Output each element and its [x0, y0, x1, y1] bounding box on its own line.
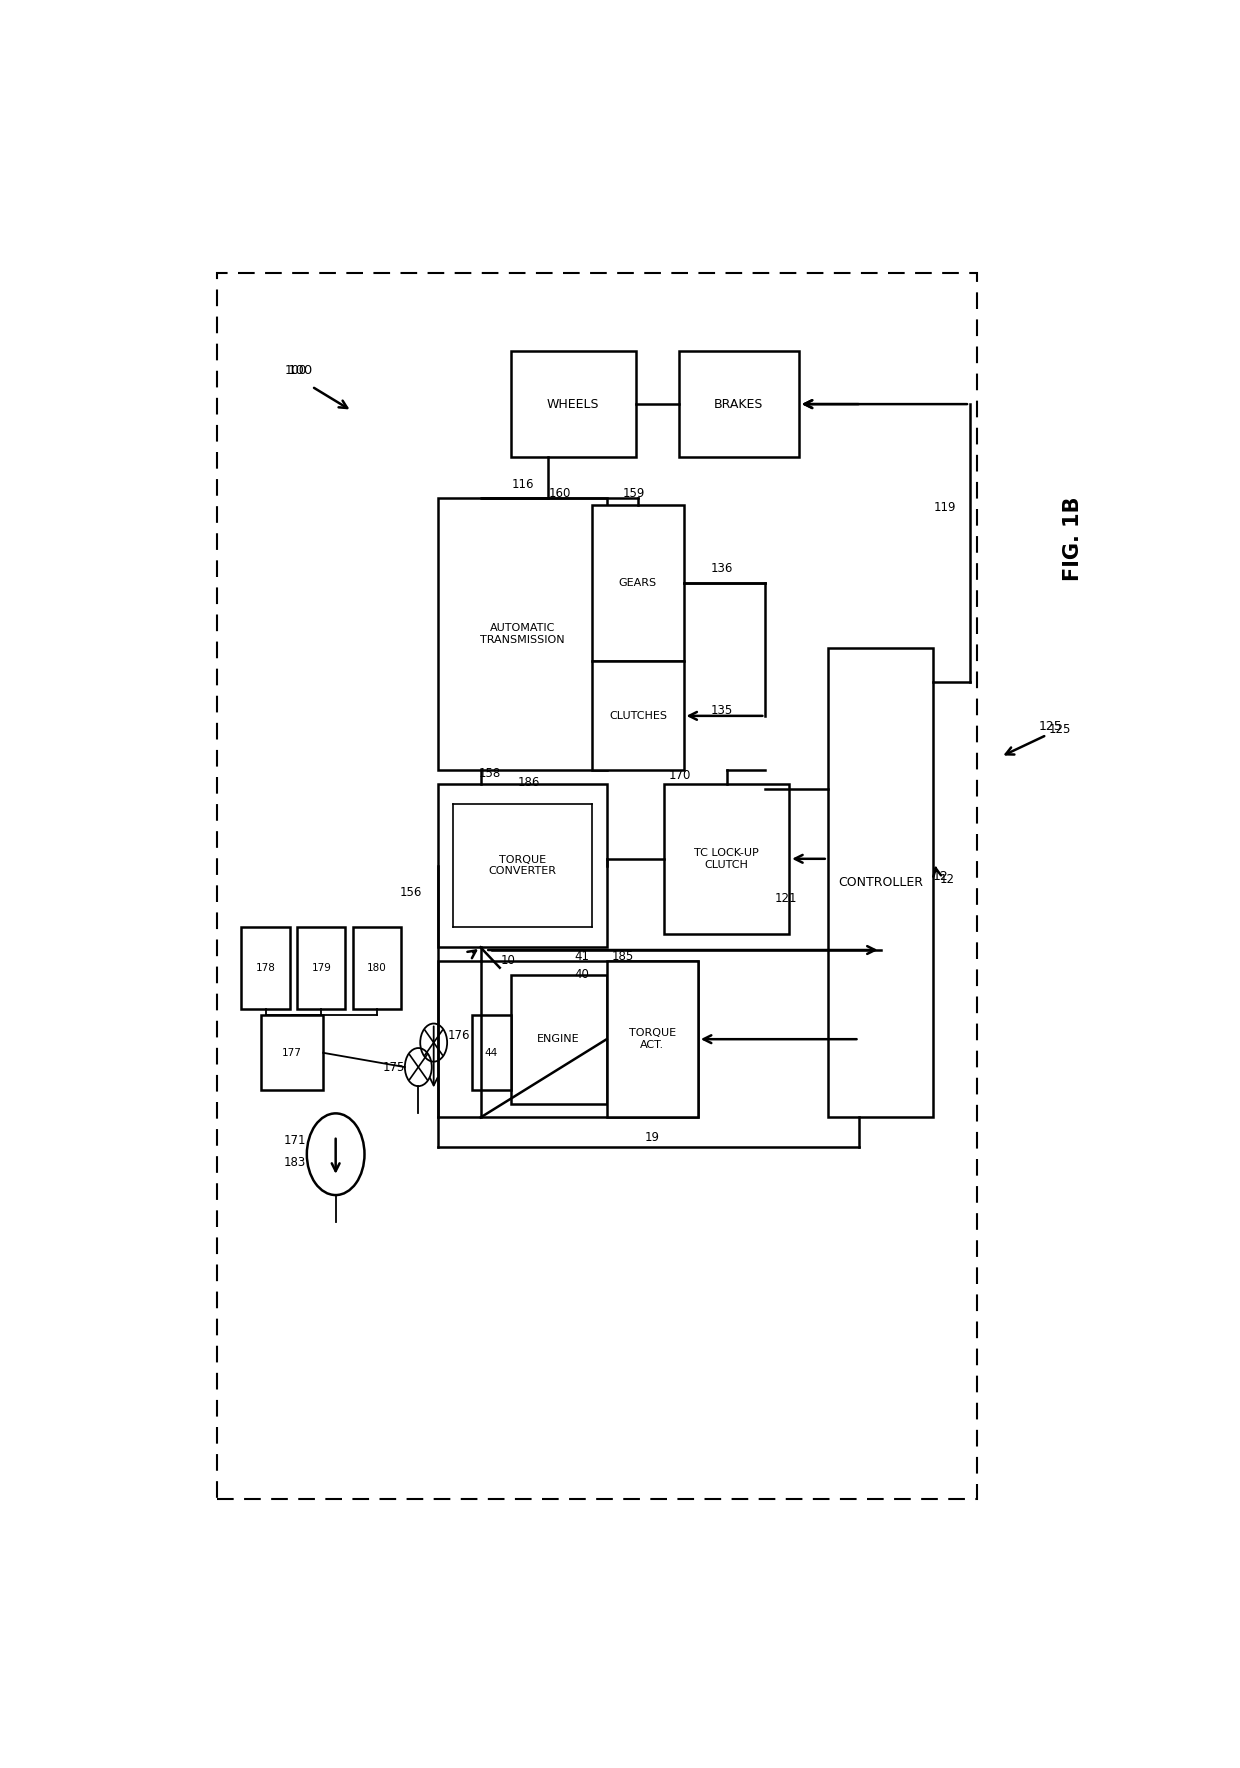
Text: 175: 175	[382, 1061, 404, 1073]
Bar	[472, 1015, 511, 1091]
Bar	[678, 352, 799, 458]
Text: 179: 179	[311, 964, 331, 972]
Text: 19: 19	[645, 1132, 660, 1144]
Text: 158: 158	[479, 767, 501, 780]
Text: 160: 160	[549, 488, 572, 500]
Bar	[260, 1015, 324, 1091]
Text: 180: 180	[367, 964, 387, 972]
Text: CONTROLLER: CONTROLLER	[838, 877, 923, 889]
Text: 125: 125	[1039, 720, 1063, 734]
Text: 116: 116	[512, 477, 534, 492]
Text: BRAKES: BRAKES	[714, 398, 764, 410]
Bar	[217, 274, 977, 1499]
Text: 177: 177	[281, 1048, 301, 1057]
Text: GEARS: GEARS	[619, 578, 657, 589]
Bar	[298, 926, 345, 1008]
Text: ENGINE: ENGINE	[537, 1034, 580, 1045]
Text: AUTOMATIC
TRANSMISSION: AUTOMATIC TRANSMISSION	[480, 624, 565, 645]
Text: 185: 185	[611, 951, 634, 964]
Text: 178: 178	[255, 964, 275, 972]
Bar	[593, 661, 683, 771]
Text: 136: 136	[711, 562, 733, 575]
Text: 10: 10	[501, 955, 516, 967]
Text: FIG. 1B: FIG. 1B	[1063, 497, 1083, 582]
Bar	[593, 506, 683, 661]
Bar	[439, 499, 606, 771]
Text: 12: 12	[932, 870, 949, 882]
Text: 12: 12	[939, 873, 954, 886]
Bar	[439, 783, 606, 948]
Text: 121: 121	[775, 891, 797, 905]
Text: CLUTCHES: CLUTCHES	[609, 711, 667, 721]
Text: 170: 170	[670, 769, 692, 781]
Text: 119: 119	[934, 500, 956, 514]
Text: WHEELS: WHEELS	[547, 398, 599, 410]
Text: 156: 156	[399, 886, 422, 900]
Text: 186: 186	[517, 776, 539, 789]
Text: 40: 40	[574, 969, 589, 981]
Text: TC LOCK-UP
CLUTCH: TC LOCK-UP CLUTCH	[694, 849, 759, 870]
Text: TORQUE
ACT.: TORQUE ACT.	[629, 1029, 676, 1050]
Bar	[242, 926, 290, 1008]
Text: 176: 176	[448, 1029, 471, 1043]
Bar	[511, 974, 606, 1103]
Bar	[828, 647, 934, 1117]
Text: 44: 44	[485, 1048, 498, 1057]
Text: 183: 183	[284, 1156, 306, 1169]
Bar	[353, 926, 401, 1008]
Text: 135: 135	[711, 704, 733, 716]
Text: 159: 159	[622, 488, 645, 500]
Bar	[511, 352, 635, 458]
Text: 171: 171	[284, 1133, 306, 1147]
Bar	[665, 783, 789, 934]
Text: 100: 100	[288, 364, 312, 377]
Text: 100: 100	[285, 364, 308, 377]
Bar	[606, 962, 698, 1117]
Text: 41: 41	[574, 951, 589, 964]
Text: 125: 125	[1049, 723, 1071, 735]
Text: TORQUE
CONVERTER: TORQUE CONVERTER	[489, 854, 557, 877]
Bar	[439, 962, 698, 1117]
